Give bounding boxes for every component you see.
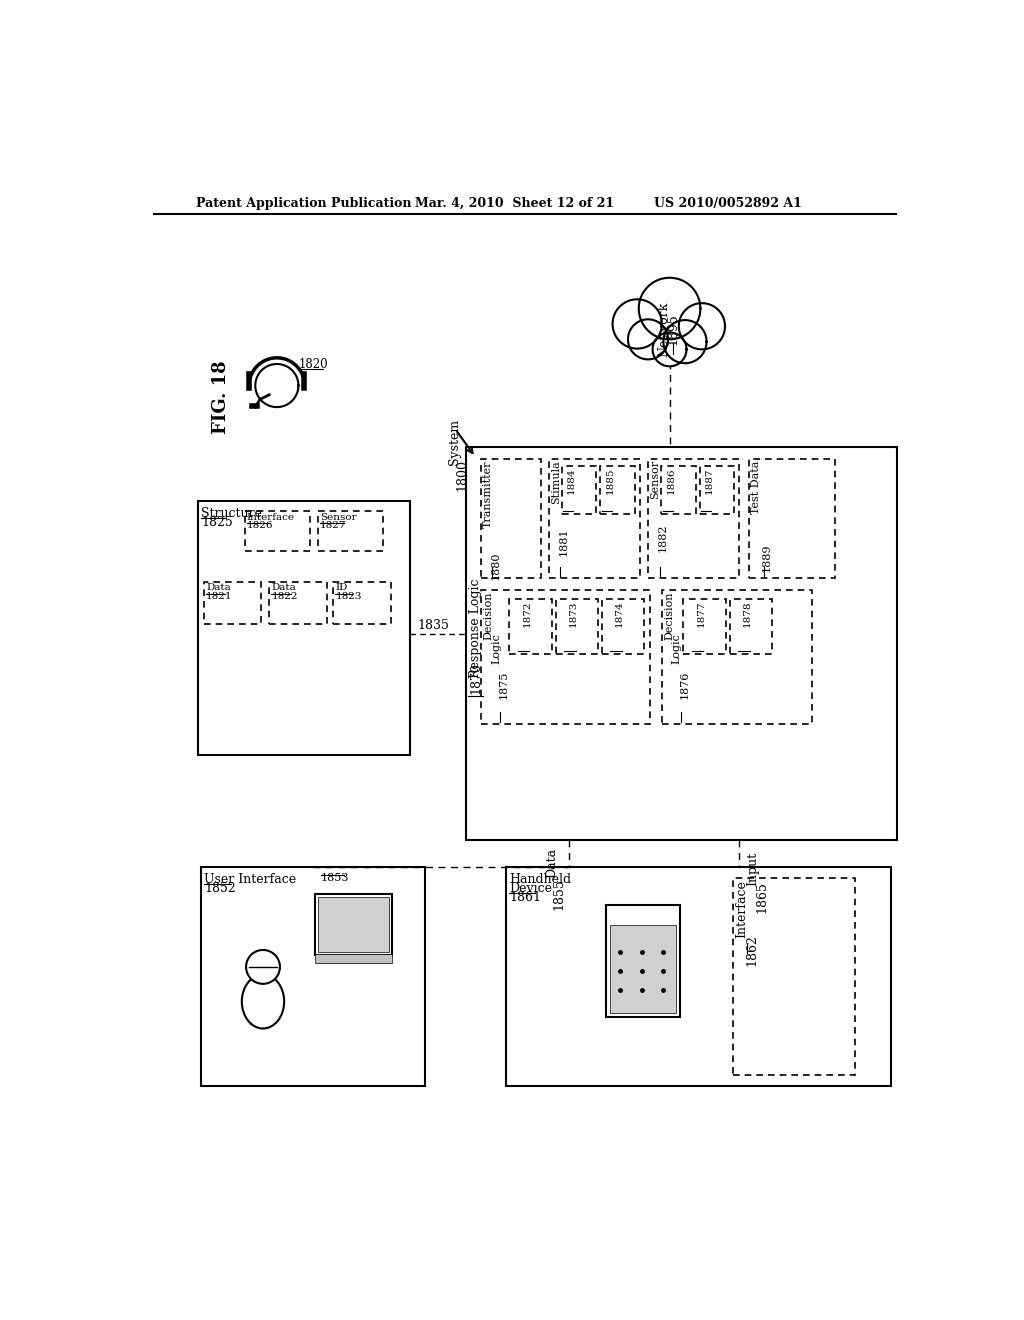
Bar <box>610 924 676 1014</box>
Bar <box>318 896 389 952</box>
Bar <box>204 582 261 624</box>
Bar <box>202 867 425 1086</box>
Text: ID: ID <box>336 583 348 593</box>
Bar <box>733 878 855 1074</box>
Text: Sensor: Sensor <box>650 461 660 499</box>
Text: Interface: Interface <box>736 880 749 937</box>
Text: 1855: 1855 <box>553 878 565 909</box>
Text: 1823: 1823 <box>336 591 361 601</box>
Text: Structure: Structure <box>202 507 262 520</box>
Bar <box>245 511 310 552</box>
Bar <box>481 459 541 578</box>
Bar <box>730 599 772 655</box>
Bar <box>562 466 596 515</box>
Polygon shape <box>628 319 668 359</box>
Text: 1800: 1800 <box>456 459 469 491</box>
Text: US 2010/0052892 A1: US 2010/0052892 A1 <box>654 197 802 210</box>
Text: Decision: Decision <box>483 591 494 640</box>
Text: Patent Application Publication: Patent Application Publication <box>196 197 412 210</box>
Text: Interface: Interface <box>247 512 295 521</box>
Text: 1826: 1826 <box>247 521 273 531</box>
Bar <box>662 590 812 725</box>
Text: 1854: 1854 <box>248 1016 276 1027</box>
Text: 1874: 1874 <box>615 601 624 627</box>
Text: 1853: 1853 <box>321 873 349 883</box>
Text: 1825: 1825 <box>202 516 233 529</box>
Bar <box>315 894 392 956</box>
Text: Device: Device <box>509 882 552 895</box>
Bar <box>556 599 598 655</box>
Bar <box>466 447 897 840</box>
Text: 1885: 1885 <box>606 469 614 495</box>
Polygon shape <box>652 333 686 366</box>
Text: 1852: 1852 <box>205 882 237 895</box>
Text: 1889: 1889 <box>762 544 772 572</box>
Text: Logic: Logic <box>672 634 682 664</box>
Text: 1886: 1886 <box>667 469 676 495</box>
Text: 1881: 1881 <box>559 528 568 557</box>
Bar <box>600 466 635 515</box>
Text: Network: Network <box>657 302 670 356</box>
Text: 1865: 1865 <box>756 880 769 912</box>
Polygon shape <box>639 277 700 339</box>
Bar <box>648 459 739 578</box>
Ellipse shape <box>242 974 285 1028</box>
Text: System: System <box>447 418 461 465</box>
Text: 1862: 1862 <box>745 933 758 966</box>
Bar <box>269 582 327 624</box>
Text: Mar. 4, 2010  Sheet 12 of 21: Mar. 4, 2010 Sheet 12 of 21 <box>416 197 614 210</box>
Text: 1895: 1895 <box>667 313 679 346</box>
Text: 1821: 1821 <box>206 591 232 601</box>
Text: Response Logic: Response Logic <box>469 578 482 678</box>
Text: User Interface: User Interface <box>205 873 297 886</box>
Text: 1822: 1822 <box>271 591 298 601</box>
Circle shape <box>246 950 280 983</box>
Text: 1861: 1861 <box>509 891 542 904</box>
Polygon shape <box>612 300 662 348</box>
Text: 1884: 1884 <box>567 469 577 495</box>
Text: Stimula: Stimula <box>551 461 561 504</box>
Bar <box>481 590 650 725</box>
Text: 1872: 1872 <box>522 601 531 627</box>
Text: Transmitter: Transmitter <box>483 461 494 528</box>
Bar <box>683 599 726 655</box>
Text: Input: Input <box>746 851 760 886</box>
Bar <box>317 511 383 552</box>
Text: 1820: 1820 <box>298 358 328 371</box>
Bar <box>333 582 391 624</box>
Bar <box>506 867 891 1086</box>
Bar <box>509 599 552 655</box>
Bar <box>749 459 836 578</box>
Text: 1878: 1878 <box>742 601 752 627</box>
Polygon shape <box>664 321 707 363</box>
Text: 1876: 1876 <box>680 671 689 698</box>
Bar <box>549 459 640 578</box>
Text: FIG. 18: FIG. 18 <box>212 360 230 434</box>
Bar <box>606 906 680 1016</box>
Text: 1875: 1875 <box>499 671 509 698</box>
Text: Data: Data <box>545 847 558 878</box>
Text: Data: Data <box>271 583 296 593</box>
Text: Handheld: Handheld <box>509 873 571 886</box>
Text: Sensor: Sensor <box>319 512 356 521</box>
Text: Data: Data <box>206 583 230 593</box>
Text: 1880: 1880 <box>490 552 501 579</box>
Bar <box>699 466 734 515</box>
Bar <box>315 954 392 964</box>
Text: 1870: 1870 <box>469 663 482 694</box>
Bar <box>199 502 410 755</box>
Text: Decision: Decision <box>665 591 674 640</box>
Bar <box>662 466 695 515</box>
Polygon shape <box>679 304 725 350</box>
Text: 1827: 1827 <box>319 521 346 531</box>
Text: Test Data: Test Data <box>752 461 761 513</box>
Bar <box>602 599 644 655</box>
Text: 1887: 1887 <box>706 469 714 495</box>
Text: 1835: 1835 <box>417 619 450 632</box>
Text: 1882: 1882 <box>658 524 668 552</box>
Text: 1873: 1873 <box>568 601 578 627</box>
Text: Logic: Logic <box>490 634 501 664</box>
Text: 1877: 1877 <box>696 601 706 627</box>
